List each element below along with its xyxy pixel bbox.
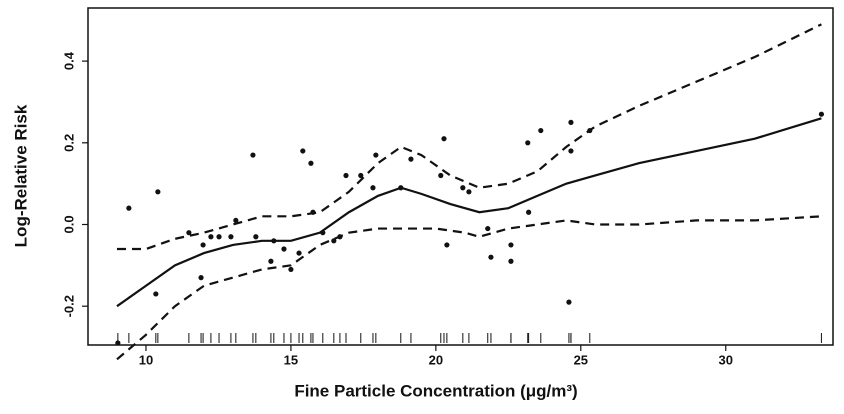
data-point [441, 136, 447, 142]
y-tick-label: 0.2 [61, 134, 76, 152]
x-tick-label: 10 [139, 352, 153, 367]
x-tick-label: 25 [574, 352, 588, 367]
data-point [568, 119, 574, 125]
data-point [308, 160, 314, 166]
confidence-band [116, 23, 822, 251]
data-point [568, 148, 574, 154]
data-point [508, 242, 514, 248]
data-point [155, 189, 161, 195]
data-point [408, 156, 414, 162]
x-axis-title: Fine Particle Concentration (μg/m³) [294, 381, 577, 400]
data-point [337, 234, 343, 240]
x-tick-label: 15 [284, 352, 298, 367]
data-point [233, 217, 239, 224]
data-point [198, 275, 204, 281]
data-point [587, 127, 593, 134]
data-point [296, 250, 302, 256]
data-point [444, 242, 450, 248]
data-point [398, 185, 404, 191]
data-point [271, 238, 277, 244]
data-point [281, 246, 287, 252]
data-point [200, 242, 206, 248]
data-point [126, 205, 132, 211]
data-point [818, 111, 825, 117]
data-point [186, 230, 192, 236]
fit-line [116, 117, 822, 308]
data-point [460, 185, 466, 191]
data-point [331, 238, 337, 244]
data-point [488, 254, 494, 260]
data-point [288, 266, 294, 273]
y-axis-title: Log-Relative Risk [11, 104, 30, 247]
plot-frame [87, 7, 834, 346]
data-point [566, 299, 572, 305]
data-point [268, 258, 274, 264]
x-tick-label: 30 [719, 352, 733, 367]
data-point [343, 172, 349, 179]
confidence-band [116, 215, 822, 361]
data-point [300, 148, 306, 154]
data-point [508, 258, 514, 264]
data-point [438, 172, 444, 179]
data-point [208, 234, 214, 240]
y-tick-label: 0.4 [61, 51, 76, 70]
data-point [485, 225, 491, 232]
y-tick-label: 0.0 [61, 215, 76, 233]
data-point [466, 189, 472, 195]
data-point [253, 234, 259, 240]
data-point [310, 209, 316, 215]
data-point [358, 172, 364, 179]
data-point [250, 152, 256, 158]
data-point [373, 152, 379, 158]
data-point [525, 140, 531, 146]
data-point [320, 230, 326, 236]
data-point [228, 234, 234, 240]
data-point [153, 291, 159, 297]
data-point [526, 209, 532, 215]
data-point [370, 185, 376, 191]
data-point [216, 234, 222, 240]
x-tick-label: 20 [429, 352, 443, 367]
y-tick-label: -0.2 [61, 295, 76, 317]
data-point [538, 127, 544, 134]
